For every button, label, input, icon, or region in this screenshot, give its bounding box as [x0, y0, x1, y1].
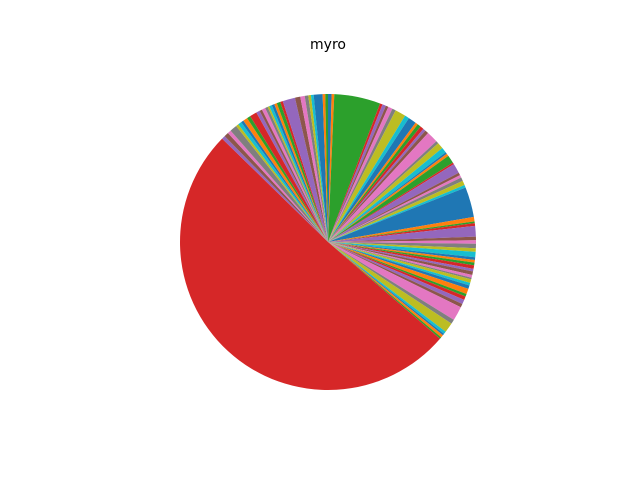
pie-slice	[259, 109, 328, 242]
pie-slice	[238, 122, 328, 242]
pie-slice	[180, 138, 441, 390]
pie-slice	[328, 242, 442, 339]
pie-slice	[328, 236, 476, 242]
pie-slice	[328, 221, 475, 242]
pie-slice	[261, 107, 328, 242]
pie-slice	[322, 94, 328, 243]
pie-slice	[328, 130, 429, 242]
pie-slice	[304, 95, 328, 243]
pie-slice	[328, 148, 446, 242]
pie-slice	[328, 242, 472, 280]
pie-slice	[328, 152, 447, 242]
pie-slice	[328, 225, 476, 242]
pie-slice	[243, 118, 328, 242]
pie-slice	[328, 242, 474, 272]
pie-slice	[328, 242, 473, 278]
pie-slice	[328, 242, 472, 283]
pie-slice	[250, 112, 328, 242]
pie-slice	[328, 187, 474, 242]
pie-slice	[328, 242, 474, 276]
pie-slice	[328, 94, 381, 242]
pie-slice	[325, 94, 328, 242]
pie-slice	[328, 242, 476, 260]
pie-slice	[328, 115, 409, 242]
pie-slice	[222, 136, 328, 242]
pie-slice	[328, 175, 462, 242]
pie-slice	[328, 104, 386, 242]
pie-slice	[328, 126, 424, 242]
pie-slice	[328, 242, 476, 252]
pie-slice	[271, 104, 328, 242]
pie-slice	[328, 118, 416, 242]
pie-slice	[267, 106, 328, 242]
pie-slice	[294, 96, 328, 243]
pie-slice	[328, 216, 475, 242]
pie-slice	[328, 184, 466, 242]
pie-slice	[328, 105, 389, 242]
pie-slice	[328, 106, 393, 242]
pie-slice	[328, 242, 469, 295]
pie-slice	[328, 153, 449, 242]
pie-slice	[328, 108, 396, 242]
pie-slice	[328, 242, 463, 308]
pie-slice	[328, 242, 452, 332]
pie-slice	[328, 242, 466, 300]
pie-slice	[282, 97, 328, 242]
pie-slice	[269, 105, 328, 243]
pie-slice	[328, 177, 463, 242]
pie-slice	[328, 242, 467, 297]
pie-slice	[328, 242, 454, 324]
pie-slice	[328, 132, 437, 242]
pie-slice	[230, 125, 328, 242]
pie-slice	[308, 94, 328, 242]
pie-slice	[328, 122, 418, 242]
chart-title: myro	[310, 37, 346, 53]
pie-slice	[224, 132, 328, 242]
pie-slice	[328, 242, 443, 338]
pie-slice	[328, 242, 470, 289]
pie-slice	[276, 101, 328, 242]
pie-slice	[328, 242, 471, 286]
pie-slice	[328, 128, 426, 242]
pie-slice	[328, 155, 453, 242]
pie-slice	[328, 141, 439, 242]
pie-slice	[328, 223, 476, 242]
pie-slice	[300, 95, 328, 242]
pie-slice	[328, 242, 445, 336]
pie-slice	[328, 242, 475, 263]
pie-slice	[328, 242, 465, 305]
pie-slice	[328, 94, 335, 242]
pie-slice	[328, 124, 421, 242]
pie-slice	[313, 94, 328, 242]
pie-slice	[265, 106, 328, 242]
pie-slice	[227, 130, 328, 242]
pie-slice	[241, 120, 328, 242]
pie-slice	[328, 242, 461, 320]
pie-slice	[328, 143, 443, 242]
pie-slice	[328, 242, 476, 258]
pie-slice	[236, 124, 328, 242]
pie-slice	[328, 242, 476, 249]
pie-slice	[280, 101, 328, 242]
pie-slice	[328, 172, 461, 242]
pie-slice	[328, 110, 406, 242]
pie-slice	[328, 94, 332, 242]
pie-slice	[328, 242, 446, 334]
pie-slice	[328, 242, 475, 266]
pie-slice	[328, 103, 383, 242]
pie-slice	[328, 162, 454, 242]
pie-slice	[274, 103, 328, 242]
pie-slices	[180, 94, 476, 390]
pie-slice	[310, 94, 328, 243]
pie-slice	[328, 180, 465, 242]
pie-slice	[328, 242, 475, 269]
pie-slice	[328, 164, 459, 242]
pie-slice	[328, 240, 476, 244]
pie-slice	[247, 116, 328, 242]
pie-slice	[256, 110, 328, 243]
